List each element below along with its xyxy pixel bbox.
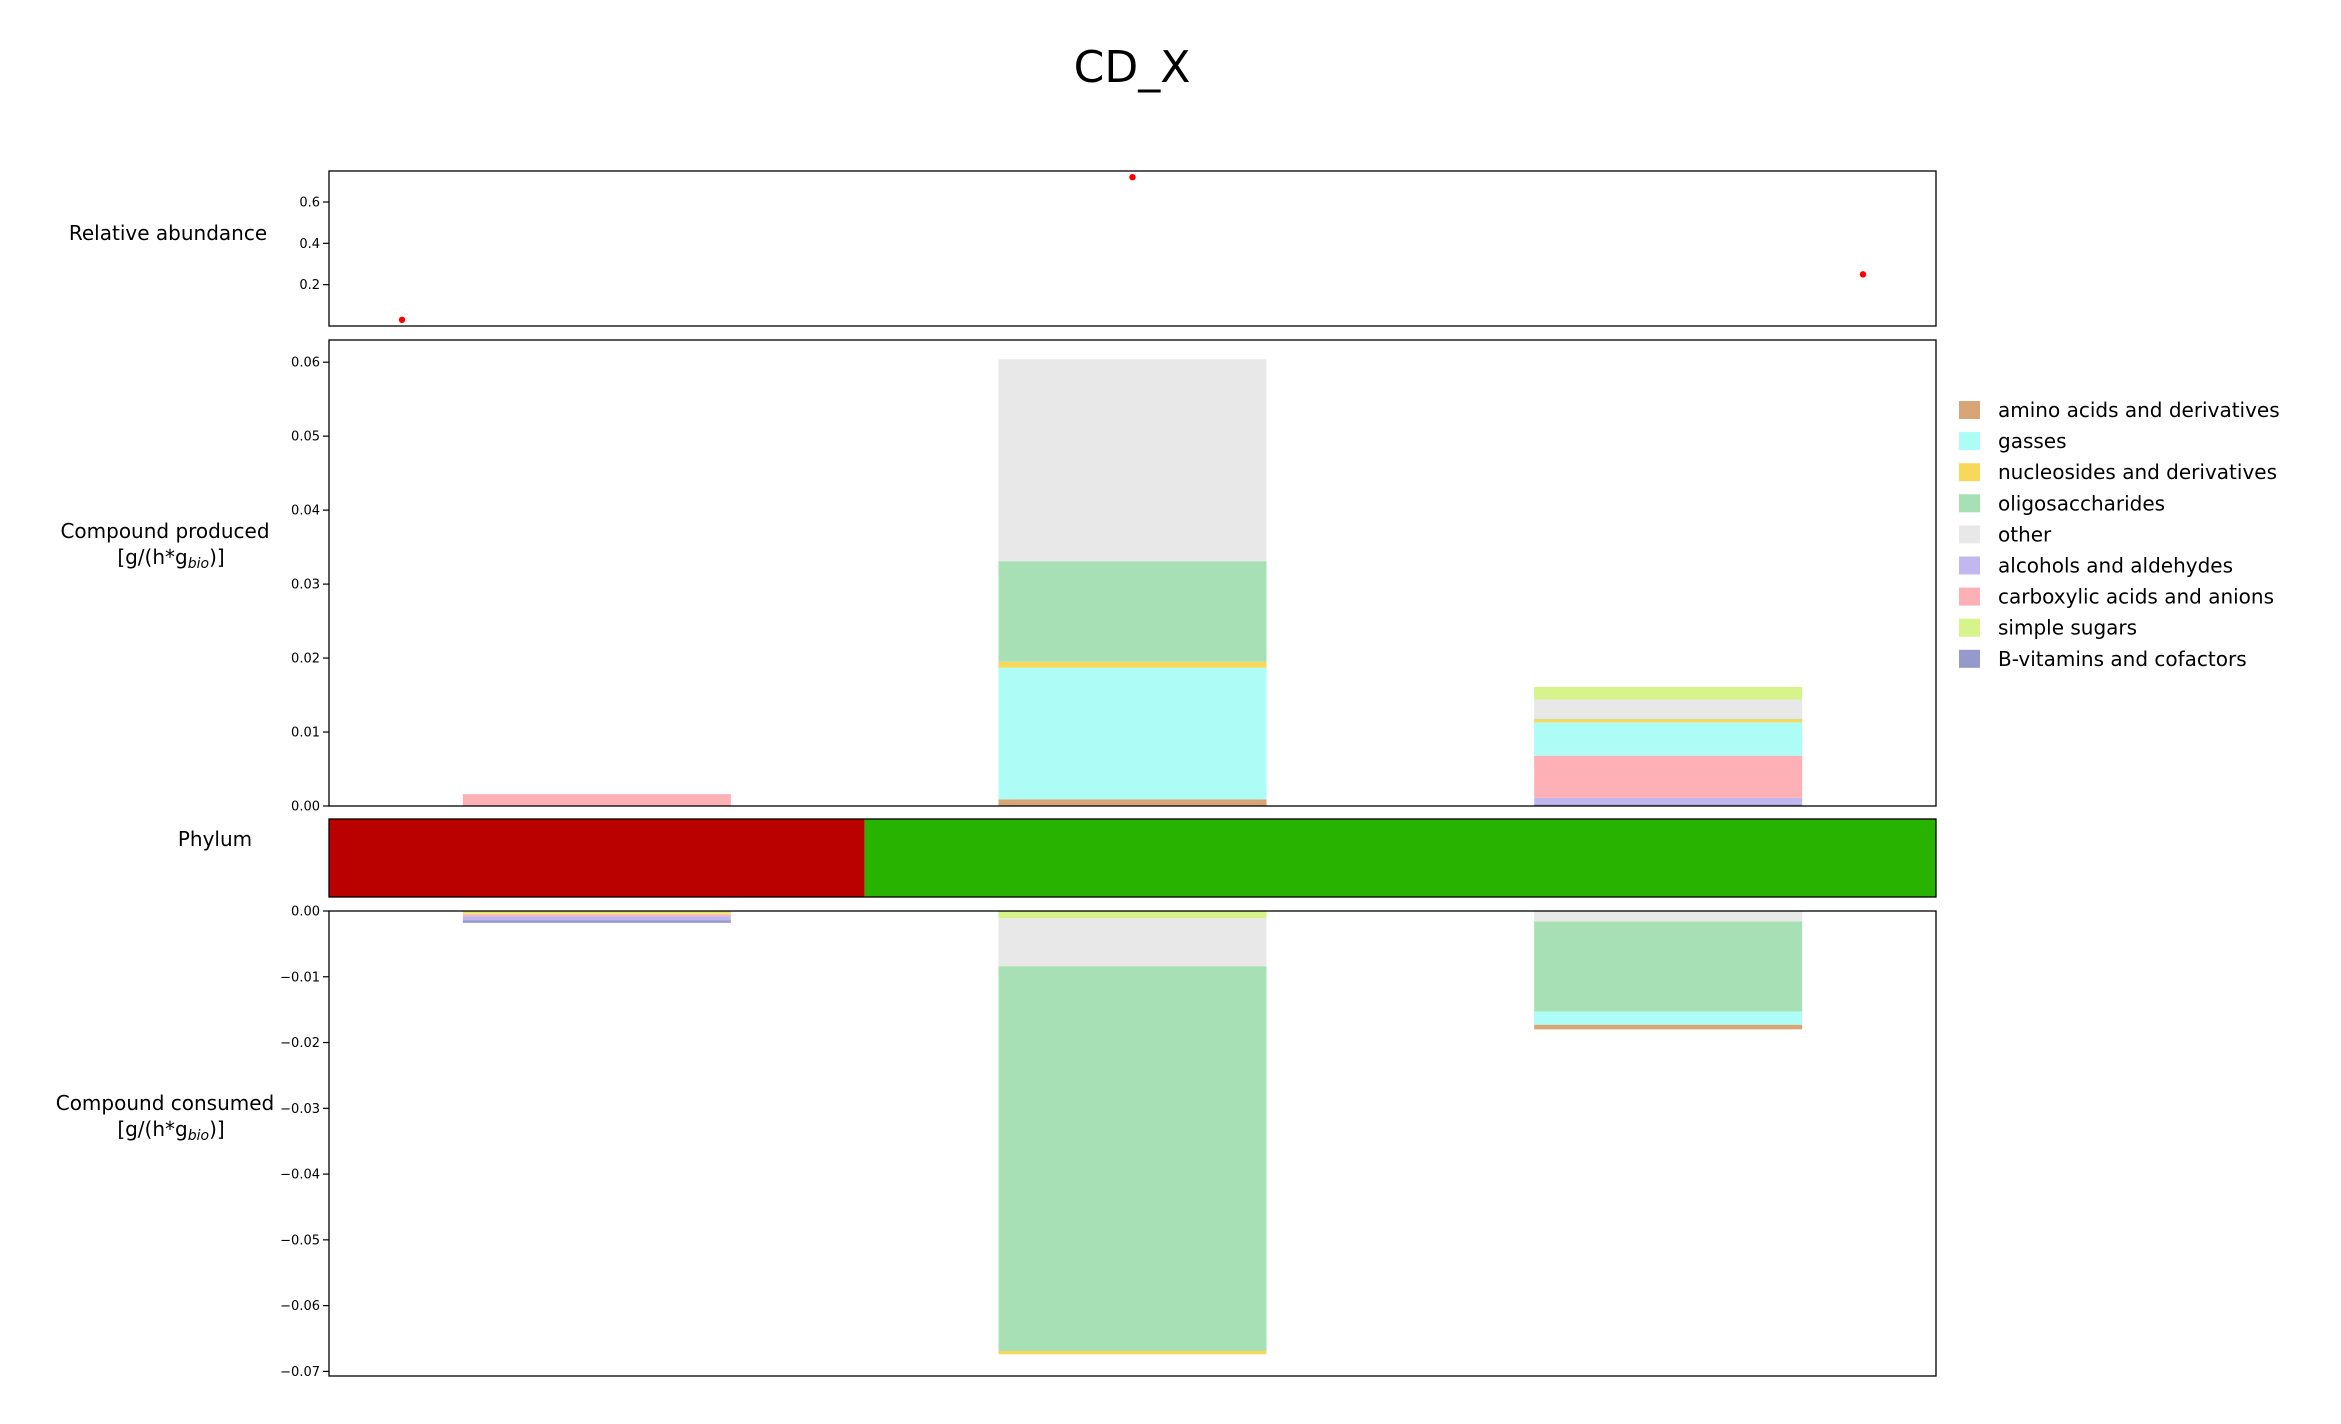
- bar-segment: [1534, 1024, 1803, 1030]
- bar-segment: [998, 911, 1267, 919]
- bar-segment: [998, 966, 1267, 1352]
- compound-produced-panel: Compound produced [g/(h*gbio)] 0.000.010…: [60, 339, 1937, 815]
- legend-label: other: [1998, 522, 2052, 546]
- compound-consumed-plot: 0.00 −0.01 −0.02 −0.03 −0.04 −0.05 −0.06 −0.07: [280, 905, 1803, 1380]
- legend: amino acids and derivatives gasses nucleos…: [1959, 398, 2280, 671]
- y-tick-label: 0.00: [291, 800, 320, 815]
- compound-consumed-label: Compound consumed: [56, 1091, 275, 1115]
- bar-segment: [998, 799, 1267, 806]
- legend-swatch: [1959, 525, 1980, 544]
- relative-abundance-panel: Relative abundance 0.2 0.4 0.6: [69, 170, 1937, 327]
- phylum-label: Phylum: [178, 827, 252, 851]
- bar-segment: [462, 912, 731, 915]
- y-tick-label: 0.04: [291, 504, 320, 519]
- consumed-unit-prefix: [g/(h*g: [117, 1117, 187, 1141]
- legend-swatch: [1959, 556, 1980, 575]
- y-tick-label: −0.06: [280, 1299, 320, 1314]
- bar-segment: [1534, 797, 1803, 805]
- legend-label: B-vitamins and cofactors: [1998, 647, 2247, 671]
- bar-segment: [998, 1351, 1267, 1355]
- chart-title: CD_X: [1074, 42, 1191, 93]
- phylum-bar: [329, 819, 1936, 897]
- phylum-segment: [864, 819, 1936, 897]
- y-tick-label: −0.01: [280, 970, 320, 985]
- produced-unit-prefix: [g/(h*g: [117, 545, 187, 569]
- legend-label: nucleosides and derivatives: [1998, 460, 2277, 484]
- y-tick-label: −0.07: [280, 1365, 320, 1380]
- legend-swatch: [1959, 618, 1980, 637]
- legend-swatch: [1959, 463, 1980, 482]
- phylum-panel: Phylum: [178, 818, 1937, 898]
- y-tick-label: 0.06: [291, 356, 320, 371]
- compound-produced-label: Compound produced: [60, 519, 269, 543]
- legend-label: amino acids and derivatives: [1998, 398, 2280, 422]
- relative-abundance-frame: [328, 170, 1937, 327]
- abundance-point: [1859, 271, 1867, 278]
- relative-abundance-label: Relative abundance: [69, 221, 267, 245]
- bar-segment: [462, 911, 731, 913]
- y-tick-label: 0.6: [299, 196, 320, 211]
- phylum-segment: [329, 819, 865, 897]
- legend-label: carboxylic acids and anions: [1998, 585, 2274, 609]
- bar-segment: [1534, 719, 1803, 723]
- bar-segment: [998, 359, 1267, 562]
- y-tick-label: 0.2: [299, 278, 320, 293]
- legend-swatch: [1959, 587, 1980, 606]
- consumed-unit-suffix: )]: [209, 1117, 225, 1141]
- y-tick-label: 0.01: [291, 726, 320, 741]
- bar-segment: [1534, 1011, 1803, 1025]
- y-tick-label: −0.02: [280, 1036, 320, 1051]
- compound-consumed-unit: [g/(h*gbio)]: [117, 1117, 224, 1144]
- relative-abundance-plot: 0.2 0.4 0.6: [299, 174, 1867, 323]
- bar-segment: [1534, 921, 1803, 1012]
- phylum-frame: [328, 818, 1937, 898]
- bar-segment: [1534, 699, 1803, 719]
- bar-segment: [1534, 755, 1803, 798]
- bar-segment: [998, 918, 1267, 967]
- y-tick-label: 0.03: [291, 578, 320, 593]
- compound-consumed-frame: [328, 910, 1937, 1377]
- bar-segment: [462, 920, 731, 923]
- bar-segment: [998, 667, 1267, 800]
- compound-produced-plot: 0.00 0.01 0.02 0.03 0.04 0.05 0.06: [291, 356, 1803, 815]
- legend-label: simple sugars: [1998, 616, 2137, 640]
- produced-unit-suffix: )]: [209, 545, 225, 569]
- compound-produced-unit: [g/(h*gbio)]: [117, 545, 224, 572]
- y-tick-label: 0.05: [291, 430, 320, 445]
- y-tick-label: −0.03: [280, 1102, 320, 1117]
- produced-unit-subscript: bio: [188, 556, 209, 572]
- bar-segment: [462, 914, 731, 917]
- bar-segment: [1534, 722, 1803, 756]
- legend-swatch: [1959, 432, 1980, 451]
- bar-segment: [1534, 911, 1803, 922]
- abundance-point: [1129, 174, 1136, 181]
- bar-segment: [462, 794, 731, 806]
- bar-segment: [1534, 718, 1803, 720]
- bar-segment: [1534, 686, 1803, 700]
- legend-label: oligosaccharides: [1998, 491, 2165, 515]
- y-tick-label: 0.00: [291, 905, 320, 920]
- y-tick-label: 0.02: [291, 652, 320, 667]
- bar-segment: [1534, 804, 1803, 806]
- compound-produced-frame: [328, 339, 1937, 807]
- legend-swatch: [1959, 494, 1980, 513]
- y-tick-label: −0.05: [280, 1233, 320, 1248]
- bar-segment: [998, 661, 1267, 668]
- y-tick-label: 0.4: [299, 237, 320, 252]
- y-tick-label: −0.04: [280, 1168, 320, 1183]
- abundance-point: [398, 316, 406, 323]
- legend-swatch: [1959, 401, 1980, 419]
- legend-swatch: [1959, 649, 1980, 668]
- legend-label: gasses: [1998, 429, 2067, 453]
- bar-segment: [462, 916, 731, 921]
- bar-segment: [998, 561, 1267, 662]
- legend-label: alcohols and aldehydes: [1998, 554, 2233, 578]
- compound-consumed-panel: Compound consumed [g/(h*gbio)] 0.00 −0.01…: [56, 905, 1937, 1380]
- consumed-unit-subscript: bio: [188, 1128, 209, 1144]
